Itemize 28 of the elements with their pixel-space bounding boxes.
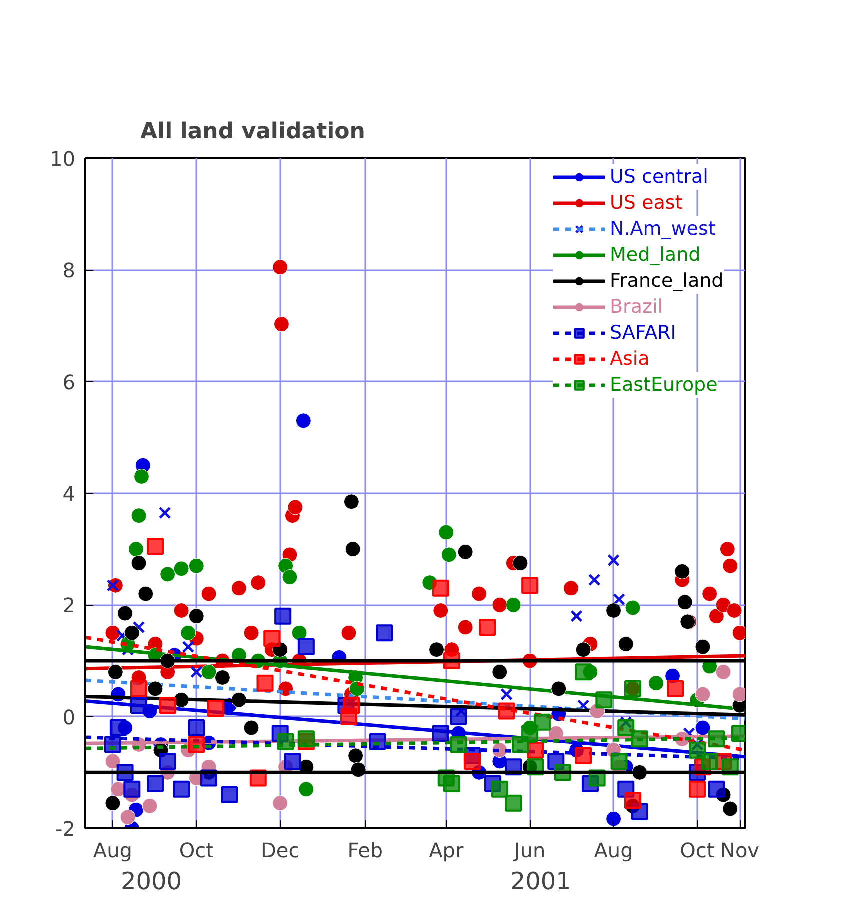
y-tick-label: 8 [62, 258, 76, 283]
legend-label: Asia [610, 347, 650, 372]
y-tick-label: 4 [62, 482, 76, 506]
legend-label: France_land [610, 269, 724, 294]
legend-label: US east [610, 191, 683, 216]
legend-label: N.Am_west [610, 217, 716, 242]
legend-label: Med_land [610, 243, 701, 268]
x-tick-label: Aug [93, 838, 132, 862]
x-tick-label: Oct [680, 838, 715, 862]
legend-label: SAFARI [610, 321, 676, 346]
y-tick-label: 2 [62, 594, 76, 618]
legend-label: Brazil [610, 295, 664, 320]
y-tick-label: 6 [62, 370, 76, 394]
y-tick-label: -2 [56, 817, 76, 841]
x-tick-label: Feb [348, 838, 384, 862]
x-tick-label: Dec [260, 838, 300, 862]
y-tick-label: 0 [62, 705, 76, 730]
legend-label: EastEurope [610, 373, 718, 398]
legend-label: US central [610, 165, 708, 190]
x-tick-label: Jun [512, 838, 546, 862]
x-tick-label: Oct [179, 838, 214, 862]
x-tick-label: Aug [594, 838, 634, 862]
text: 2000 [120, 868, 182, 896]
chart-title: All land validation [140, 120, 366, 144]
x-tick-label: Nov [720, 838, 760, 862]
y-tick-label: 10 [50, 147, 76, 171]
x-tick-label: Apr [429, 838, 464, 862]
text: 2001 [510, 868, 572, 896]
